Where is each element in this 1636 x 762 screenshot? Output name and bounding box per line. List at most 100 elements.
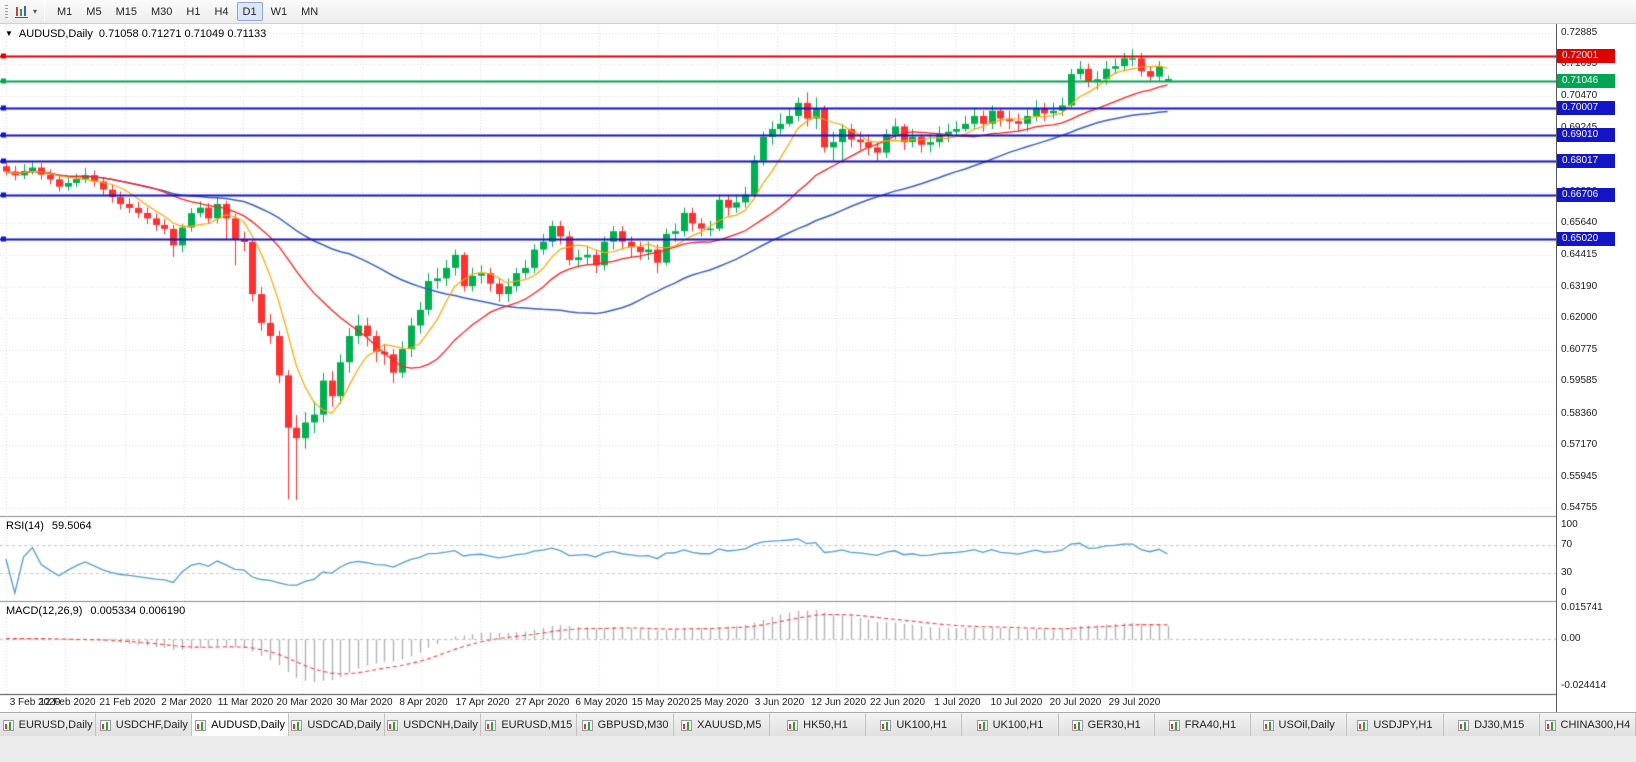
price-tick-label: 0.54755 — [1561, 502, 1598, 513]
price-line-badge: 0.65020 — [1557, 232, 1615, 246]
timeframe-button-m1[interactable]: M1 — [57, 5, 73, 18]
rsi-tick-label: 0 — [1561, 587, 1567, 598]
price-line-badge: 0.69010 — [1557, 128, 1615, 142]
chart-ohlc-values: 0.71058 0.71271 0.71049 0.71133 — [98, 28, 267, 40]
price-tick-label: 0.55945 — [1561, 471, 1598, 482]
chart-tab-label: GBPUSD,M30 — [597, 719, 669, 731]
date-label: 20 Mar 2020 — [276, 697, 333, 708]
time-axis[interactable]: 3 Feb 2020 12 Feb 2020 21 Feb 2020 2 Mar 20… — [0, 694, 1556, 712]
chart-tab-label: XAUUSD,M5 — [697, 719, 762, 731]
rsi-indicator-value: 59.5064 — [51, 520, 92, 532]
timeframe-group: M1 M5 M15 M30 H1 H4 D1 W1 MN — [50, 2, 325, 21]
chart-tab-ger30-h1[interactable]: GER30,H1 — [1058, 713, 1155, 736]
price-axis[interactable]: 0.728850.716950.704700.692450.680550.668… — [1556, 24, 1636, 712]
timeframe-button-w1[interactable]: W1 — [270, 5, 288, 18]
chart-tab-bar: EURUSD,Daily USDCHF,Daily AUDUSD,Daily USDC… — [0, 712, 1636, 736]
chart-tab-uk100-h1[interactable]: UK100,H1 — [962, 713, 1059, 736]
chart-symbol-label: AUDUSD,Daily — [18, 28, 93, 40]
macd-tick-label: -0.024414 — [1561, 680, 1607, 691]
date-label: 27 Apr 2020 — [515, 697, 570, 708]
date-label: 10 Jul 2020 — [990, 697, 1043, 708]
price-tick-label: 0.63190 — [1561, 281, 1598, 292]
date-label: 8 Apr 2020 — [399, 697, 448, 708]
chart-tab-eurusd-m15[interactable]: EURUSD,M15 — [481, 713, 578, 736]
chart-tab-icon — [581, 719, 593, 731]
chart-tab-icon — [1357, 719, 1369, 731]
chart-title: ▼ AUDUSD,Daily 0.71058 0.71271 0.71049 0… — [5, 28, 266, 40]
chart-tab-icon — [1544, 719, 1556, 731]
chart-tab-icon — [291, 719, 303, 731]
price-tick-label: 0.70470 — [1561, 90, 1598, 101]
date-label: 1 Jul 2020 — [934, 697, 981, 708]
chart-tab-usdcnh-daily[interactable]: USDCNH,Daily — [384, 713, 482, 736]
date-label: 21 Feb 2020 — [99, 697, 156, 708]
chart-tab-china300-h4[interactable]: CHINA300,H4 — [1539, 713, 1636, 736]
chart-tab-label: USDJPY,H1 — [1373, 719, 1433, 731]
timeframe-button-m5[interactable]: M5 — [86, 5, 102, 18]
chart-tab-icon — [1262, 719, 1274, 731]
timeframe-button-m30[interactable]: M30 — [150, 5, 173, 18]
chart-tab-usdjpy-h1[interactable]: USDJPY,H1 — [1347, 713, 1444, 736]
date-label: 3 Feb 2020 — [9, 697, 61, 708]
date-label: 17 Apr 2020 — [455, 697, 510, 708]
chart-tab-label: UK100,H1 — [992, 719, 1044, 731]
price-tick-label: 0.72885 — [1561, 27, 1598, 38]
chart-tab-eurusd-daily[interactable]: EURUSD,Daily — [0, 713, 97, 736]
chart-tab-label: EURUSD,M15 — [501, 719, 573, 731]
price-line-badge: 0.68017 — [1557, 154, 1615, 168]
price-tick-label: 0.71695 — [1561, 58, 1598, 69]
chart-tab-label: FRA40,H1 — [1184, 719, 1237, 731]
date-label: 11 Mar 2020 — [217, 697, 274, 708]
timeframe-button-h4[interactable]: H4 — [214, 5, 229, 18]
price-line-badge: 0.70007 — [1557, 101, 1615, 115]
chart-tab-label: UK100,H1 — [896, 719, 948, 731]
timeframe-button-mn[interactable]: MN — [301, 5, 319, 18]
chart-tab-hk50-h1[interactable]: HK50,H1 — [769, 713, 867, 736]
timeframe-button-h1[interactable]: H1 — [186, 5, 201, 18]
chart-tab-icon — [681, 719, 693, 731]
chart-tab-icon — [99, 719, 111, 731]
price-tick-label: 0.57170 — [1561, 439, 1598, 450]
chart-tab-uk100-h1[interactable]: UK100,H1 — [866, 713, 963, 736]
chart-tab-label: USDCHF,Daily — [115, 719, 188, 731]
macd-indicator-name: MACD(12,26,9) — [6, 605, 83, 617]
price-line-badge: 0.66706 — [1557, 188, 1615, 202]
toolbar-grip-handle[interactable] — [5, 4, 8, 19]
toolbar-overflow-caret-icon[interactable]: ▾ — [33, 7, 38, 16]
chart-tab-gbpusd-m30[interactable]: GBPUSD,M30 — [577, 713, 674, 736]
chart-tab-label: AUDUSD,Daily — [211, 719, 286, 731]
symbol-dropdown-icon[interactable]: ▼ — [5, 29, 13, 38]
timeframe-button-m15[interactable]: M15 — [115, 5, 137, 18]
chart-tab-xauusd-m5[interactable]: XAUUSD,M5 — [673, 713, 770, 736]
rsi-tick-label: 70 — [1561, 539, 1573, 550]
price-line-badge: 0.71046 — [1557, 74, 1615, 88]
macd-indicator-value: 0.005334 0.006190 — [90, 605, 186, 617]
rsi-tick-label: 30 — [1561, 567, 1573, 578]
price-tick-label: 0.62000 — [1561, 312, 1598, 323]
chart-tab-audusd-daily[interactable]: AUDUSD,Daily — [192, 713, 289, 736]
date-label: 29 Jul 2020 — [1108, 697, 1161, 708]
timeframe-button-d1[interactable]: D1 — [236, 2, 263, 21]
date-label: 22 Jun 2020 — [869, 697, 926, 708]
chart-tab-usdcad-daily[interactable]: USDCAD,Daily — [288, 713, 385, 736]
chart-canvas[interactable] — [0, 24, 1556, 712]
chart-type-icon[interactable] — [13, 3, 31, 21]
toolbar-separator — [44, 2, 46, 21]
chart-area: ▼ AUDUSD,Daily 0.71058 0.71271 0.71049 0… — [0, 24, 1556, 712]
chart-tab-label: EURUSD,Daily — [18, 719, 93, 731]
chart-tab-icon — [1168, 719, 1180, 731]
chart-tab-dj30-m15[interactable]: DJ30,M15 — [1443, 713, 1540, 736]
chart-tab-label: USOil,Daily — [1278, 719, 1335, 731]
price-tick-label: 0.59585 — [1561, 375, 1598, 386]
price-tick-label: 0.69245 — [1561, 122, 1597, 133]
chart-tab-usdchf-daily[interactable]: USDCHF,Daily — [96, 713, 193, 736]
chart-tab-icon — [195, 719, 207, 731]
macd-tick-label: 0.015741 — [1561, 602, 1603, 613]
chart-tab-icon — [976, 719, 988, 731]
chart-tab-fra40-h1[interactable]: FRA40,H1 — [1154, 713, 1252, 736]
rsi-indicator-name: RSI(14) — [6, 520, 44, 532]
chart-tab-label: HK50,H1 — [803, 719, 848, 731]
chart-tab-usoil-daily[interactable]: USOil,Daily — [1251, 713, 1348, 736]
chart-tab-icon — [387, 719, 399, 731]
date-label: 12 Feb 2020 — [39, 697, 96, 708]
